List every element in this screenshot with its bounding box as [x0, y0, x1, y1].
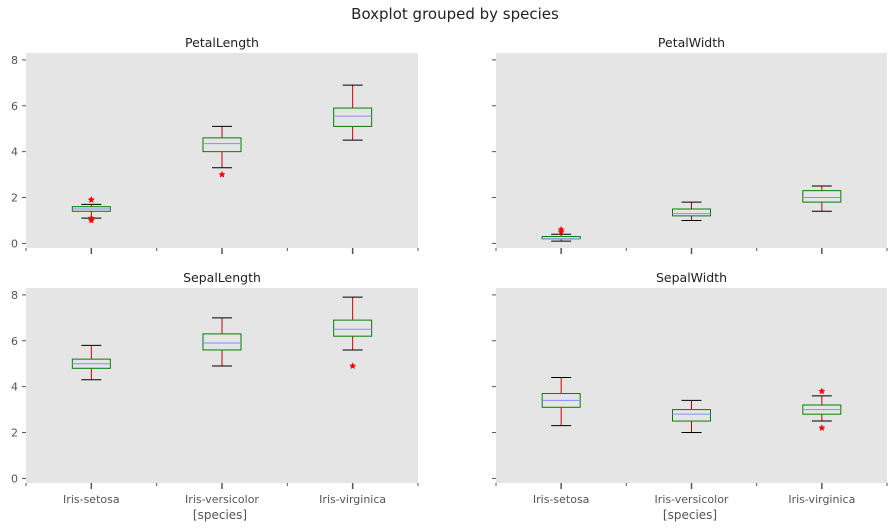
flier-point [87, 195, 96, 203]
panel-petallength: PetalLength 0 2 4 6 8 [11, 35, 419, 254]
box-iris-setosa [71, 344, 111, 381]
x-tick-label: Iris-virginica [319, 493, 386, 506]
flier-point [348, 362, 357, 370]
panel-background [26, 288, 418, 483]
flier-point [218, 170, 226, 178]
box-iris-setosa [541, 376, 581, 427]
y-tick-label: 6 [11, 100, 18, 113]
box-iqr [202, 137, 242, 153]
panel-sepalwidth: SepalWidth Iris-setosa Iris-versicolor Iri… [492, 270, 888, 506]
box-iris-virginica [802, 185, 842, 212]
box-iris-versicolor [202, 317, 242, 367]
flier-point [87, 214, 96, 222]
panel-background [496, 288, 887, 483]
x-axis-label-right: [species] [663, 508, 717, 522]
y-tick-label: 8 [11, 54, 18, 67]
box-iris-virginica [802, 387, 842, 432]
y-tick-label: 8 [11, 289, 18, 302]
panel-background [26, 53, 418, 248]
box-iris-versicolor [202, 125, 242, 178]
box-iqr [672, 409, 711, 422]
y-tick-label: 2 [11, 192, 18, 205]
box-iris-virginica [333, 84, 373, 141]
x-tick-label: Iris-setosa [533, 493, 590, 506]
x-tick-label: Iris-setosa [63, 493, 120, 506]
box-iqr [202, 333, 242, 351]
flier-point [557, 225, 565, 233]
panel-sepallength: SepalLength 0 2 4 6 8 Iris-setosa Iris-versico… [11, 270, 419, 506]
y-tick-label: 4 [11, 381, 18, 394]
panel-title: SepalLength [183, 270, 261, 285]
x-axis-label-left: [species] [193, 508, 247, 522]
flier-point [87, 216, 96, 224]
flier-point [557, 228, 565, 236]
y-tick-label: 6 [11, 335, 18, 348]
x-tick-label: Iris-versicolor [185, 493, 259, 506]
panel-petalwidth: PetalWidth [492, 35, 888, 254]
panel-title: PetalLength [185, 35, 259, 50]
flier-point [818, 424, 826, 432]
box-iris-setosa [541, 225, 581, 242]
y-tick-label: 2 [11, 427, 18, 440]
y-tick-label: 0 [11, 237, 18, 250]
box-iris-virginica [333, 296, 373, 370]
flier-point [818, 387, 826, 395]
y-tick-label: 4 [11, 146, 18, 159]
x-tick-label: Iris-versicolor [655, 493, 729, 506]
box-iqr [672, 208, 711, 217]
box-iris-setosa [71, 195, 111, 224]
figure-suptitle: Boxplot grouped by species [351, 5, 559, 23]
box-iqr [333, 319, 373, 337]
box-iris-versicolor [672, 399, 711, 434]
panel-title: SepalWidth [656, 270, 727, 285]
y-tick-label: 0 [11, 472, 18, 485]
box-iqr [333, 107, 373, 127]
box-iris-versicolor [672, 201, 711, 221]
panel-title: PetalWidth [658, 35, 725, 50]
x-tick-label: Iris-virginica [788, 493, 855, 506]
box-iqr [802, 190, 842, 203]
